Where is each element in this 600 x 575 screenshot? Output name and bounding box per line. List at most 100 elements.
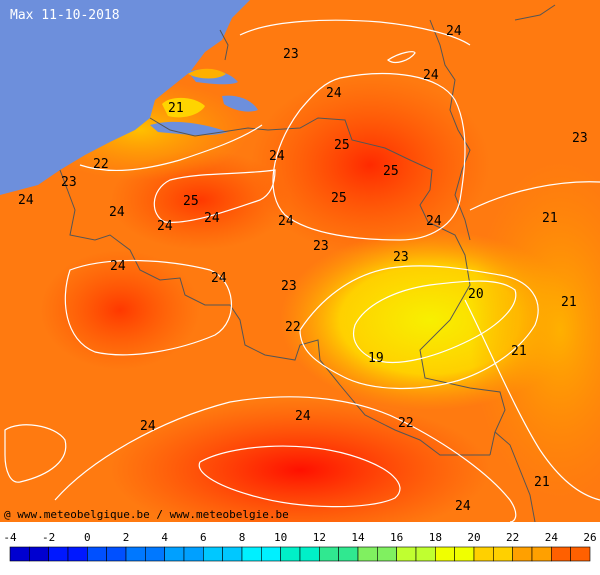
sea-inlet-2: [222, 95, 258, 112]
legend-color-swatch: [377, 546, 397, 562]
legend-color-swatch: [473, 546, 494, 562]
temperature-labels: 24 23 24 21 24 23 22 25 24 25 23 24 24 2…: [18, 24, 588, 514]
legend-tick-label: 20: [467, 531, 480, 544]
temp-label: 21: [542, 211, 558, 226]
north-sea: [0, 0, 250, 195]
legend-tick-label: 14: [351, 531, 365, 544]
legend-tick-label: 10: [274, 531, 287, 544]
legend-color-swatch: [357, 546, 378, 562]
legend-tick-label: 22: [506, 531, 519, 544]
temp-label: 24: [110, 259, 126, 274]
legend-color-swatch: [299, 546, 320, 562]
temp-label: 21: [511, 344, 527, 359]
legend-tick-label: 6: [200, 531, 207, 544]
isotherm-25-south: [198, 445, 401, 508]
legend-color-swatch: [493, 546, 513, 562]
legend-color-swatch: [48, 546, 69, 562]
temp-label: 21: [168, 101, 184, 116]
temp-label: 24: [423, 68, 439, 83]
legend-color-swatch: [512, 546, 533, 562]
temp-label: 24: [140, 419, 156, 434]
legend-color-swatch: [454, 546, 475, 562]
sea-inlet-3: [150, 121, 228, 136]
isotherm-21-southeast: [464, 299, 600, 501]
legend-tick-label: 26: [583, 531, 596, 544]
temp-label: 24: [211, 271, 227, 286]
temp-label: 23: [313, 239, 329, 254]
warm-area-north: [250, 75, 490, 255]
temp-label: 24: [446, 24, 462, 39]
temp-label: 24: [109, 205, 125, 220]
legend-color-swatch: [280, 546, 301, 562]
temp-label: 24: [157, 219, 173, 234]
legend-color-swatch: [164, 546, 185, 562]
temp-label: 24: [269, 149, 285, 164]
legend-tick-label: 24: [545, 531, 559, 544]
temp-label: 23: [281, 279, 297, 294]
legend-color-swatch: [183, 546, 204, 562]
temp-label: 23: [393, 250, 409, 265]
temp-label: 22: [285, 320, 301, 335]
legend-tick-label: 8: [239, 531, 246, 544]
legend-color-swatch: [9, 546, 30, 562]
legend-color-swatch: [531, 546, 552, 562]
isotherm-24-southwest: [4, 424, 67, 483]
legend-tick-label: -2: [42, 531, 55, 544]
isotherm-22-coast: [79, 124, 263, 172]
island-21: [162, 97, 205, 118]
temp-label: 21: [534, 475, 550, 490]
legend-color-bar: [9, 546, 591, 562]
legend-color-swatch: [125, 546, 146, 562]
legend-color-swatch: [222, 546, 243, 562]
isotherm-20-center: [353, 280, 517, 363]
legend-color-swatch: [338, 546, 359, 562]
legend-tick-label: 16: [390, 531, 403, 544]
legend-color-swatch: [87, 546, 107, 562]
legend-color-swatch: [435, 546, 455, 562]
temp-label: 24: [204, 211, 220, 226]
legend-color-swatch: [29, 546, 49, 562]
legend-tick-label: 12: [313, 531, 326, 544]
legend-tick-labels: -4 -2 0 2 4 6 8 10 12 14 16 18 20 22 24 26: [3, 531, 596, 544]
legend-tick-label: 4: [161, 531, 168, 544]
legend-tick-label: 18: [429, 531, 442, 544]
temp-label: 24: [295, 409, 311, 424]
temp-label: 23: [572, 131, 588, 146]
temp-label: 23: [61, 175, 77, 190]
legend-color-swatch: [570, 546, 591, 562]
legend-color-swatch: [67, 546, 88, 562]
legend-color-swatch: [396, 546, 417, 562]
temp-label: 21: [561, 295, 577, 310]
temp-label: 24: [455, 499, 471, 514]
temp-label: 24: [278, 214, 294, 229]
isotherms: [4, 19, 600, 522]
temp-label: 24: [326, 86, 342, 101]
country-borders: [59, 4, 556, 522]
temp-label: 25: [334, 138, 350, 153]
legend-tick-label: -4: [3, 531, 17, 544]
map-title: Max 11-10-2018: [10, 8, 120, 23]
temp-label: 25: [331, 191, 347, 206]
map-credit: @ www.meteobelgique.be / www.meteobelgie…: [4, 508, 289, 521]
legend-color-swatch: [106, 546, 127, 562]
temp-label: 22: [398, 416, 414, 431]
temperature-legend: -4 -2 0 2 4 6 8 10 12 14 16 18 20 22 24 26: [0, 524, 600, 575]
isotherm-22-center: [299, 265, 539, 389]
isotherm-23-north: [239, 19, 471, 46]
isotherm-25-west: [153, 169, 276, 223]
legend-color-swatch: [145, 546, 165, 562]
legend-tick-label: 0: [84, 531, 91, 544]
legend-color-swatch: [319, 546, 339, 562]
temp-label: 24: [426, 214, 442, 229]
isotherm-24-north: [272, 73, 466, 241]
legend-color-swatch: [241, 546, 262, 562]
legend-tick-label: 2: [123, 531, 130, 544]
isotherm-24-west: [64, 259, 232, 356]
legend-color-swatch: [415, 546, 436, 562]
island-north: [188, 68, 226, 79]
temp-label: 22: [93, 157, 109, 172]
temp-label: 24: [18, 193, 34, 208]
legend-color-swatch: [203, 546, 223, 562]
temperature-map: 24 23 24 21 24 23 22 25 24 25 23 24 24 2…: [0, 0, 600, 522]
